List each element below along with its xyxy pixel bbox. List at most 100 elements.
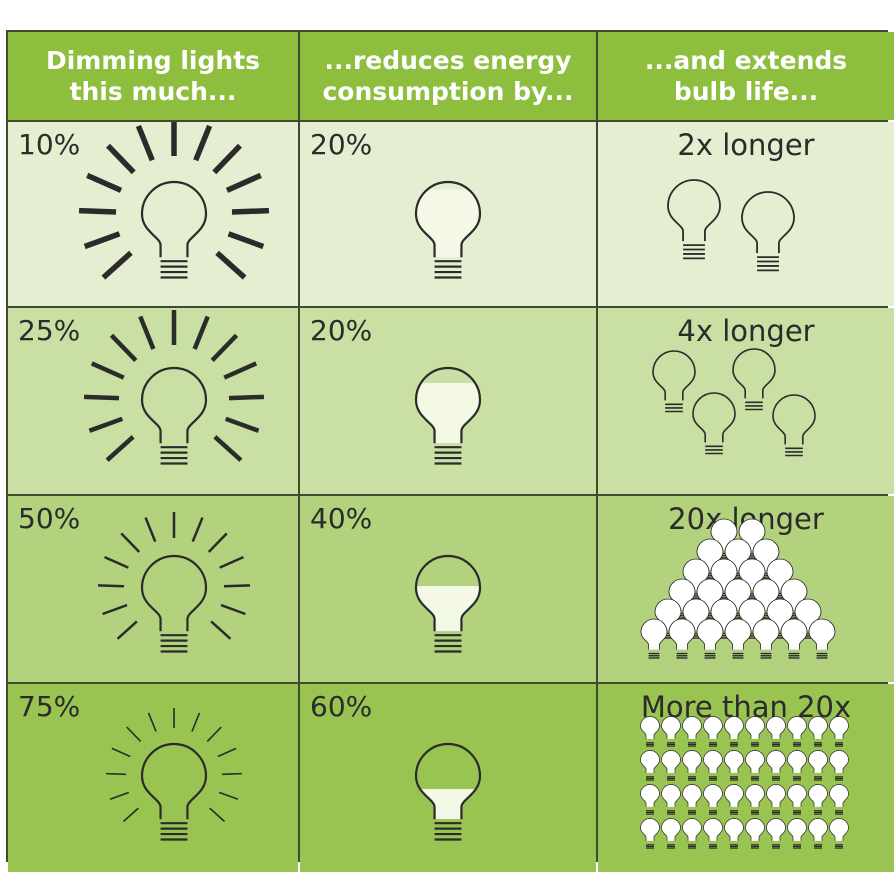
bulb-icon <box>682 818 702 849</box>
bulb-icon <box>414 554 482 653</box>
bulb-icon <box>808 750 828 781</box>
row2-life-cell: 4x longer <box>598 308 894 494</box>
light-rays-icon <box>106 708 242 823</box>
bulb-icon <box>140 366 208 465</box>
bulb-icon <box>829 750 849 781</box>
bulb-icon <box>682 716 702 747</box>
row3-energy-cell: 40% <box>300 496 596 682</box>
header-bulb-life: ...and extends bulb life... <box>598 32 894 120</box>
dim-percent: 50% <box>18 502 81 535</box>
light-rays-icon <box>98 512 250 640</box>
bulb-icon <box>140 554 208 653</box>
bulb-life-label: 4x longer <box>677 314 815 348</box>
bulb-icon <box>741 191 795 272</box>
bulb-icon <box>780 618 808 659</box>
dim-percent: 75% <box>18 690 81 723</box>
partially-filled-bulb-icon <box>414 742 482 841</box>
bulb-group-icon <box>652 348 816 457</box>
bulb-icon <box>829 818 849 849</box>
bulb-icon <box>414 366 482 465</box>
energy-percent: 40% <box>310 502 373 535</box>
energy-percent: 20% <box>310 314 373 347</box>
bulb-icon <box>752 618 780 659</box>
bulb-icon <box>724 818 744 849</box>
bulb-icon <box>640 750 660 781</box>
bulb-icon <box>696 618 724 659</box>
bulb-icon <box>745 818 765 849</box>
bulb-icon <box>787 716 807 747</box>
bulb-icon <box>745 750 765 781</box>
bulb-icon <box>745 784 765 815</box>
row2-energy-cell: 20% <box>300 308 596 494</box>
light-rays-icon <box>78 122 270 280</box>
dim-percent: 10% <box>18 128 81 161</box>
bulb-icon <box>808 784 828 815</box>
bulb-icon <box>745 716 765 747</box>
bulb-icon <box>414 180 482 279</box>
row1-energy-cell: 20% <box>300 122 596 306</box>
bulb-icon <box>724 784 744 815</box>
row4-dim-cell: 75% <box>8 684 298 872</box>
partially-filled-bulb-icon <box>414 554 482 653</box>
header-dimming: Dimming lights this much... <box>8 32 298 120</box>
bulb-icon <box>682 750 702 781</box>
energy-percent: 60% <box>310 690 373 723</box>
bulb-icon <box>661 818 681 849</box>
bulb-icon <box>766 784 786 815</box>
bulb-icon <box>682 784 702 815</box>
bulb-icon <box>787 818 807 849</box>
bulb-icon <box>703 716 723 747</box>
bulb-icon <box>724 618 752 659</box>
row1-dim-cell: 10% <box>8 122 298 306</box>
bulb-icon <box>787 784 807 815</box>
dimmed-bulb-icon <box>98 512 250 653</box>
bulb-icon <box>140 742 208 841</box>
row4-energy-cell: 60% <box>300 684 596 872</box>
bulb-icon <box>724 750 744 781</box>
bulb-icon <box>140 180 208 279</box>
bulb-icon <box>661 716 681 747</box>
bulb-icon <box>640 716 660 747</box>
bulb-icon <box>766 716 786 747</box>
bulb-icon <box>661 784 681 815</box>
bulb-icon <box>808 818 828 849</box>
row4-life-cell: More than 20x <box>598 684 894 872</box>
bulb-icon <box>772 394 816 457</box>
bulb-icon <box>787 750 807 781</box>
partially-filled-bulb-icon <box>414 180 482 279</box>
row2-dim-cell: 25% <box>8 308 298 494</box>
header-energy: ...reduces energy consumption by... <box>300 32 596 120</box>
row3-dim-cell: 50% <box>8 496 298 682</box>
bulb-group-icon <box>640 518 836 659</box>
bulb-icon <box>703 784 723 815</box>
bulb-icon <box>766 750 786 781</box>
dim-percent: 25% <box>18 314 81 347</box>
partially-filled-bulb-icon <box>414 366 482 465</box>
bulb-group-icon <box>640 716 849 849</box>
energy-percent: 20% <box>310 128 373 161</box>
bulb-icon <box>640 618 668 659</box>
dim-bulb-icon <box>106 708 242 841</box>
dimming-table: Dimming lights this much... ...reduces e… <box>6 30 894 872</box>
bulb-icon <box>703 750 723 781</box>
bulb-icon <box>766 818 786 849</box>
bulb-icon <box>732 348 776 411</box>
row3-life-cell: 20x longer <box>598 496 894 682</box>
bulb-icon <box>692 392 736 455</box>
bulb-icon <box>808 716 828 747</box>
bulb-icon <box>640 784 660 815</box>
bright-bulb-icon <box>78 122 270 280</box>
bulb-icon <box>661 750 681 781</box>
bulb-icon <box>414 742 482 841</box>
bulb-icon <box>652 350 696 413</box>
bulb-icon <box>668 618 696 659</box>
light-rays-icon <box>83 310 265 462</box>
row1-life-cell: 2x longer <box>598 122 894 306</box>
bulb-icon <box>829 784 849 815</box>
bulb-group-icon <box>667 179 795 272</box>
bulb-life-label: 2x longer <box>677 128 815 162</box>
bulb-icon <box>703 818 723 849</box>
bright-bulb-icon <box>83 310 265 465</box>
bulb-icon <box>640 818 660 849</box>
bulb-icon <box>808 618 836 659</box>
